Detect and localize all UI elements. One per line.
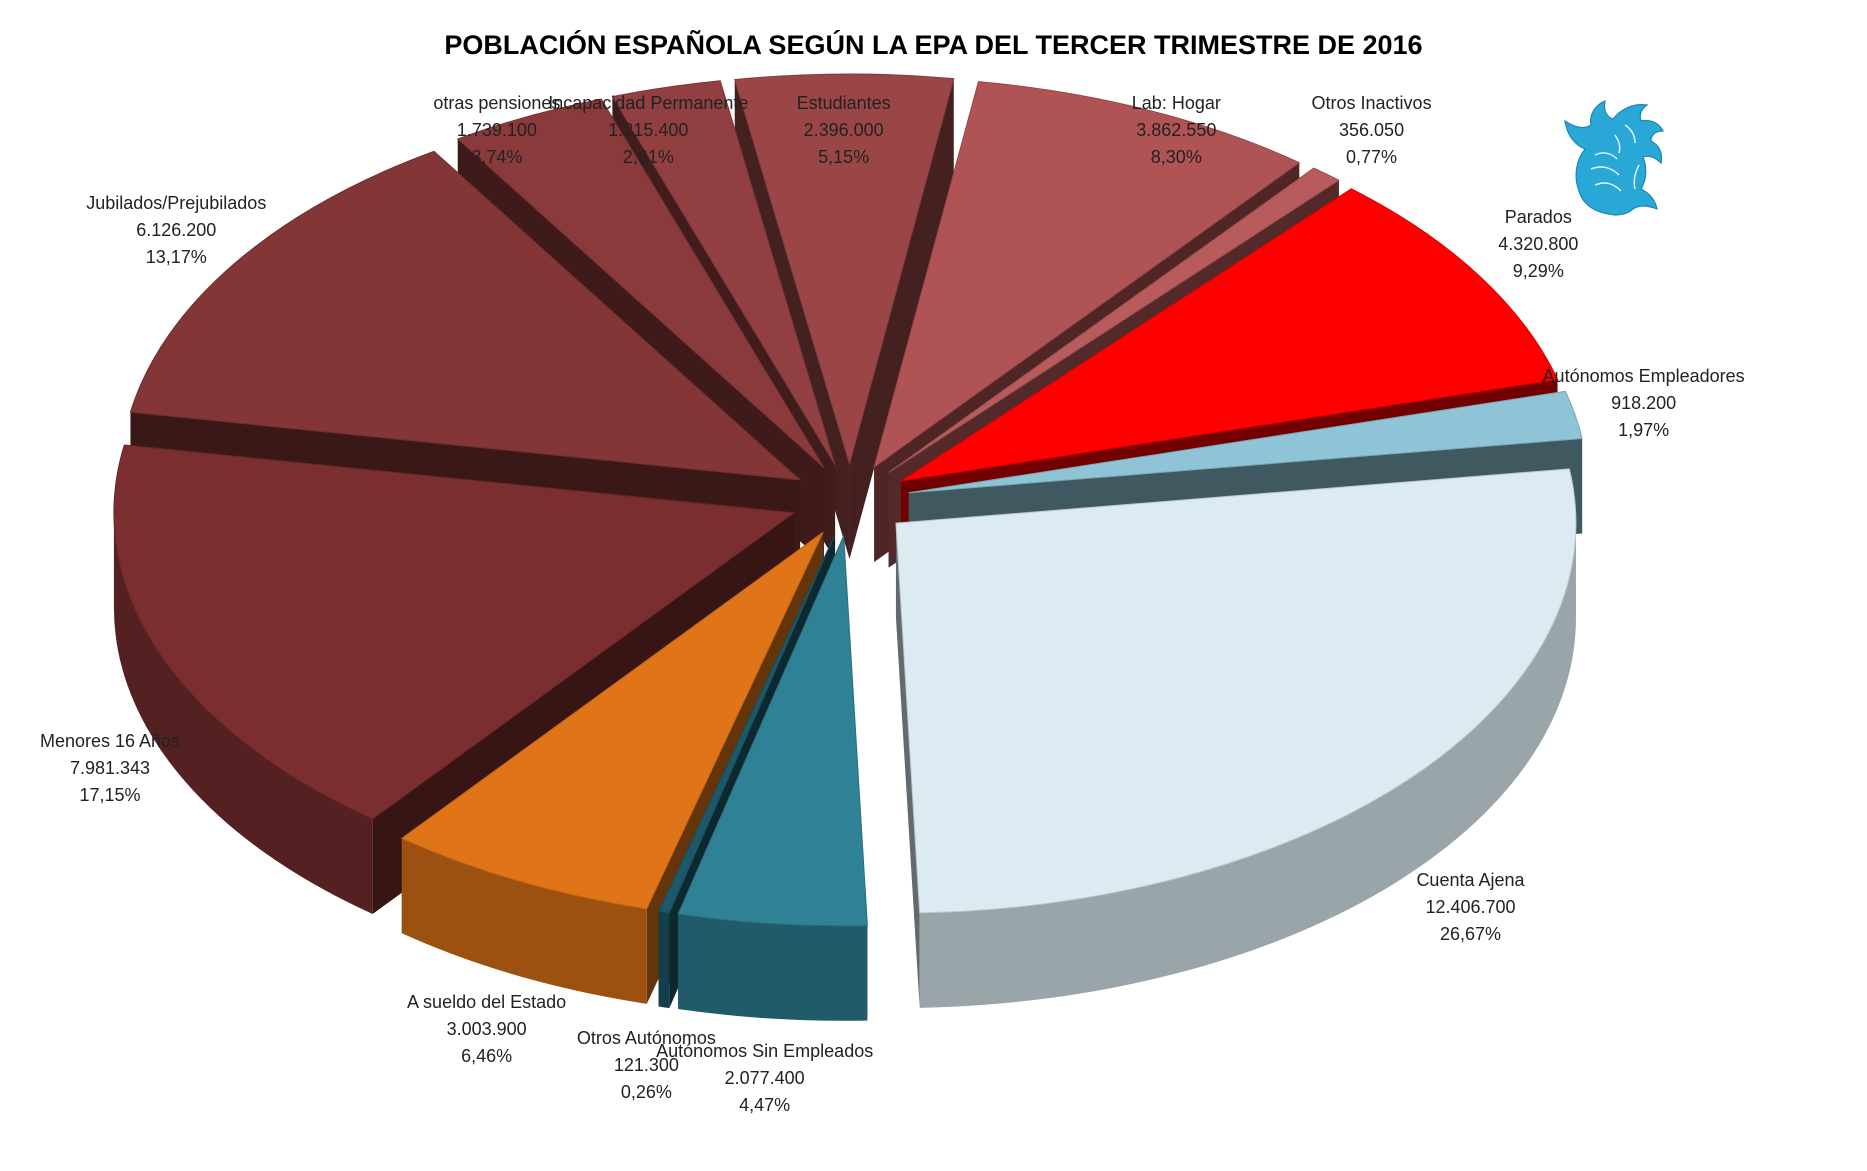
slice-percent-text: 1,97% [1618,419,1670,440]
slice-value-text: 4.320.800 [1498,233,1579,254]
slice-value-text: 3.862.550 [1136,120,1217,140]
pie-slice-top [456,98,825,468]
pie-slice-top [113,444,796,820]
griffin-logo-icon [1564,100,1664,216]
slice-value-text: 7.981.343 [69,757,151,778]
chart-title: POBLACIÓN ESPAÑOLA SEGÚN LA EPA DEL TERC… [444,30,1423,60]
slice-label: Autónomos Empleadores [1542,365,1745,386]
slice-label: Menores 16 Años [39,730,181,751]
slice-label: Jubilados/Prejubilados [86,193,267,214]
slice-label: Autónomos Sin Empleados 2.077.400 4,47% [656,1038,873,1119]
pie-slice-wall [895,523,920,1008]
slice-label: Autónomos Sin Empleados [656,1041,874,1062]
pie-slice-wall [849,78,954,560]
slice-label: Lab: Hogar [1131,93,1221,113]
slice-value-text: 3.003.900 [446,1019,527,1040]
slice-percent-text: 0,26% [620,1082,672,1103]
slice-value-text: 1.215.400 [608,120,689,140]
slice-percent-text: 17,15% [79,784,141,805]
slice-label: Estudiantes 2.396.000 5,15% [797,90,891,171]
slice-percent-text: 8,30% [1150,147,1202,167]
slice-value-text: 12.406.700 [1425,897,1516,918]
pie-slice-top [895,468,1577,914]
pie-slice-top [677,535,868,927]
pie-slice-rim [401,838,647,1004]
slice-label: Otros Autónomos [576,1028,716,1049]
slice-percent-text: 5,15% [818,147,870,167]
slice-label: Cuenta Ajena [1416,870,1525,891]
pie-slice-rim [658,911,670,1009]
pie-slice-top [908,390,1583,494]
pie-slice-top [611,80,836,466]
pie-slice-rim [919,523,1576,1008]
slice-label: Autónomos Empleadores 918.200 1,97% [1543,363,1745,444]
slice-percent-text: 9,29% [1512,260,1564,281]
slice-label: Parados 4.320.800 9,29% [1498,204,1578,285]
pie-slice [895,468,1577,1008]
slice-label: Incapacidad Permanente 1.215.400 2,61% [548,90,748,171]
slice-label: otras pensiones 1.739.100 3,74% [433,90,560,171]
slice-label: Incapacidad Permanente [548,93,749,113]
slice-label: Parados [1504,206,1572,227]
slice-value-text: 121.300 [613,1055,679,1076]
pie-slice-rim [678,914,868,1021]
slice-value-text: 6.126.200 [136,220,217,241]
pie-slice-top [734,73,955,466]
slice-percent-text: 3,74% [471,147,523,167]
slice-label: Otros Inactivos 356.050 0,77% [1312,90,1432,171]
slice-label: Menores 16 Años 7.981.343 17,15% [40,728,180,809]
pie-slice-rim [113,512,373,914]
slice-percent-text: 6,46% [461,1046,513,1067]
slice-label: Jubilados/Prejubilados 6.126.200 13,17% [86,190,266,271]
slice-label: otras pensiones [433,93,561,113]
slice-percent-text: 0,77% [1346,147,1398,167]
slice-percent-text: 4,47% [739,1095,791,1116]
slice-value-text: 356.050 [1339,120,1405,140]
pie-slice-top [900,188,1559,482]
pie-slice-top [129,150,802,481]
slice-label: Otros Autónomos 121.300 0,26% [577,1025,716,1106]
slice-label: A sueldo del Estado [407,992,567,1013]
slice-percent-text: 2,61% [622,147,674,167]
slice-percent-text: 13,17% [145,247,207,268]
slice-label: Estudiantes [796,93,891,113]
pie-slice-top [400,531,824,910]
pie-slice [677,535,868,1021]
slice-value-text: 918.200 [1611,392,1677,413]
slice-percent-text: 26,67% [1439,924,1502,945]
slice-value-text: 2.077.400 [724,1068,805,1089]
slice-value-text: 1.739.100 [456,120,537,140]
slice-label: Lab: Hogar 3.862.550 8,30% [1132,90,1221,171]
slice-label: Otros Inactivos [1311,93,1432,113]
pie-slice-top [657,534,836,914]
slice-label: A sueldo del Estado 3.003.900 6,46% [407,989,566,1070]
pie-slice-top [873,81,1301,469]
slice-value-text: 2.396.000 [803,120,884,140]
slice-label: Cuenta Ajena 12.406.700 26,67% [1416,867,1524,948]
pie-slice-top [888,167,1340,473]
